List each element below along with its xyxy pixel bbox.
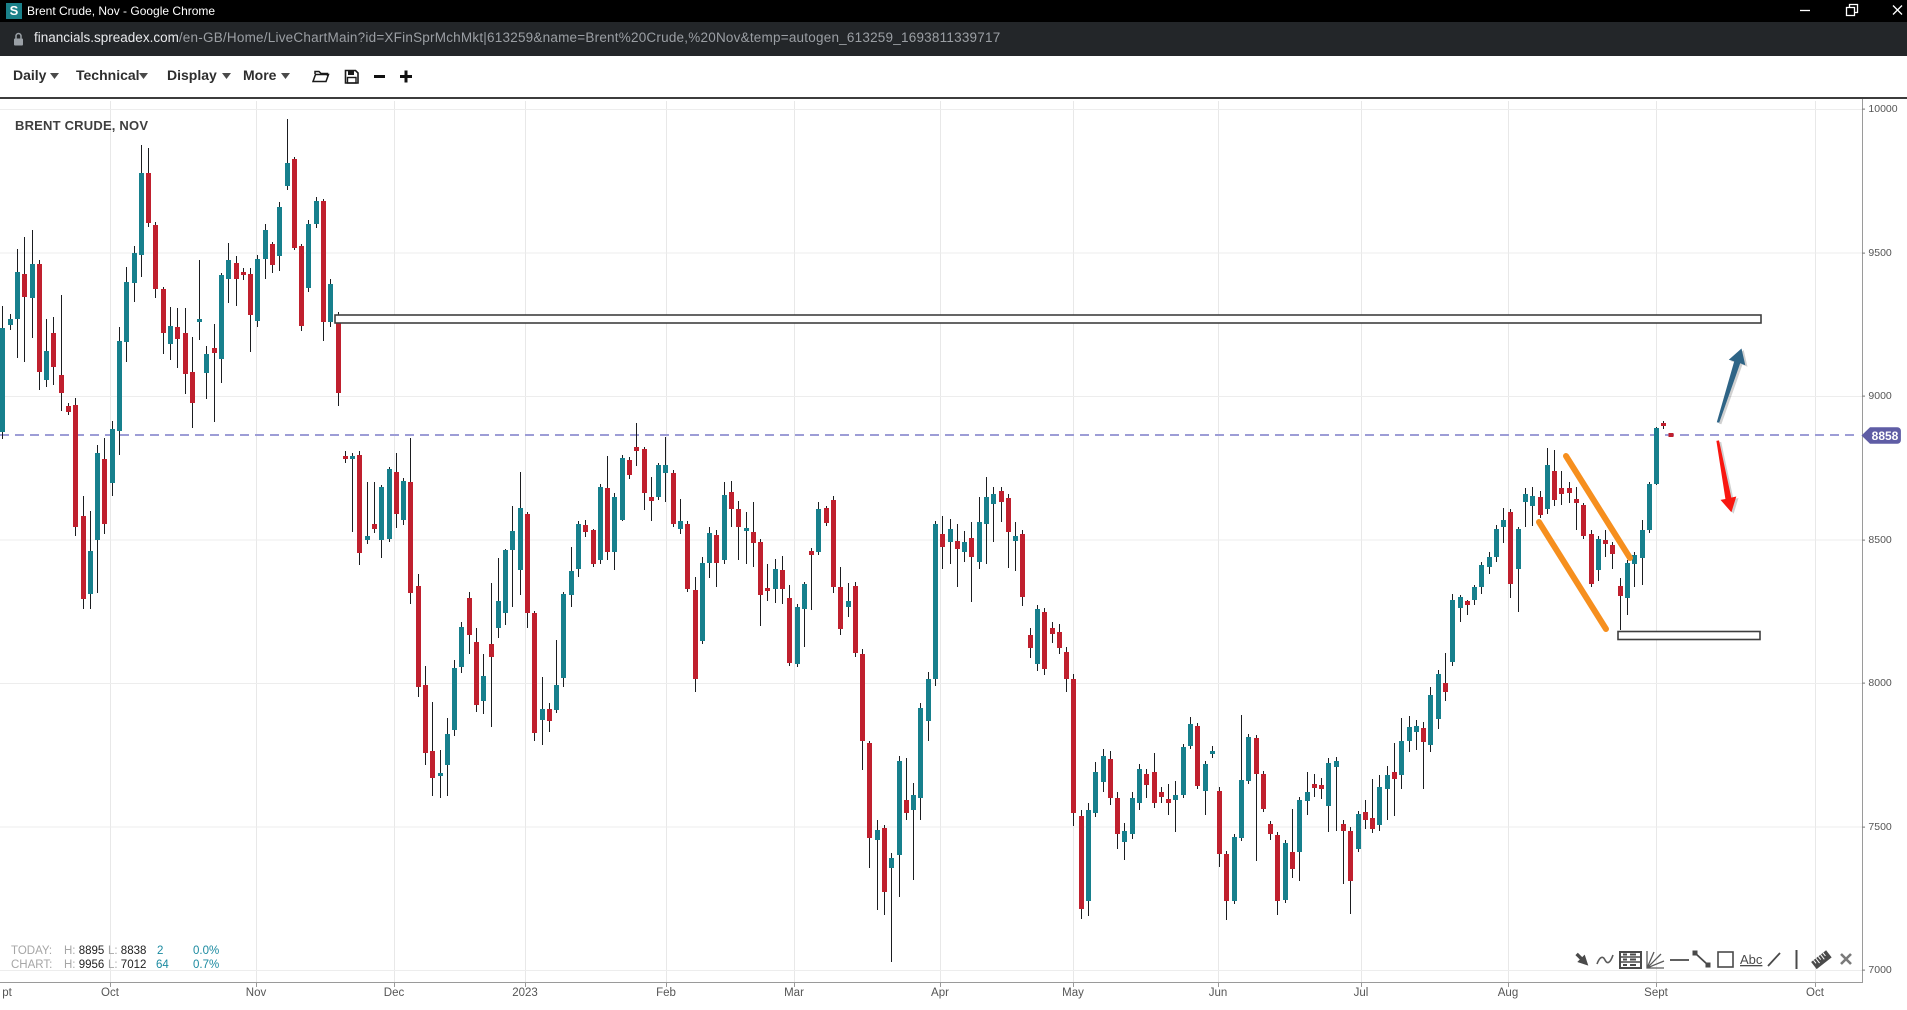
svg-text:8858: 8858 bbox=[1872, 429, 1899, 443]
svg-text:Abc: Abc bbox=[1740, 952, 1763, 967]
